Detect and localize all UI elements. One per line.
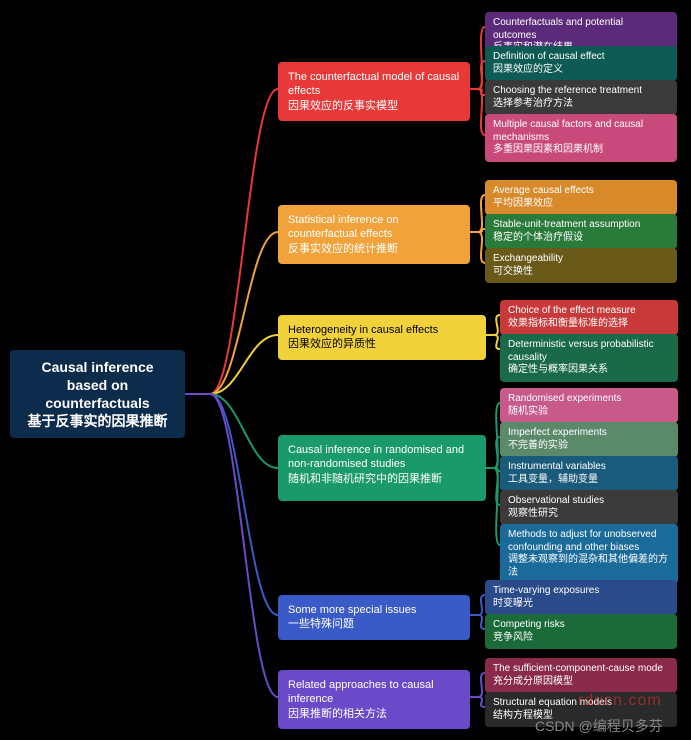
leaf-node[interactable]: Imperfect experiments不完善的实验 <box>500 422 678 457</box>
leaf-node[interactable]: Competing risks竞争风险 <box>485 614 677 649</box>
leaf-label-zh: 随机实验 <box>508 406 670 419</box>
leaf-label-en: Instrumental variables <box>508 461 670 474</box>
leaf-label-en: Definition of causal effect <box>493 51 669 64</box>
leaf-label-en: Choice of the effect measure <box>508 305 670 318</box>
branch-label-en: Heterogeneity in causal effects <box>288 323 476 337</box>
leaf-label-en: Choosing the reference treatment <box>493 85 669 98</box>
leaf-node[interactable]: Observational studies观察性研究 <box>500 490 678 525</box>
leaf-node[interactable]: Instrumental variables工具变量，辅助变量 <box>500 456 678 491</box>
leaf-label-zh: 工具变量，辅助变量 <box>508 474 670 487</box>
leaf-label-en: Competing risks <box>493 619 669 632</box>
branch-node-b5[interactable]: Some more special issues一些特殊问题 <box>278 595 470 640</box>
root-node[interactable]: Causal inference based on counterfactual… <box>10 350 185 438</box>
leaf-label-en: Average causal effects <box>493 185 669 198</box>
leaf-label-zh: 稳定的个体治疗假设 <box>493 232 669 245</box>
leaf-label-zh: 充分成分原因模型 <box>493 676 669 689</box>
leaf-label-en: Stable-unit-treatment assumption <box>493 219 669 232</box>
branch-label-en: Some more special issues <box>288 603 460 617</box>
branch-node-b2[interactable]: Statistical inference on counterfactual … <box>278 205 470 264</box>
leaf-label-en: Multiple causal factors and causal mecha… <box>493 119 669 144</box>
leaf-node[interactable]: Choosing the reference treatment选择参考治疗方法 <box>485 80 677 115</box>
leaf-node[interactable]: Choice of the effect measure效果指标和衡量标准的选择 <box>500 300 678 335</box>
leaf-label-en: Imperfect experiments <box>508 427 670 440</box>
leaf-node[interactable]: The sufficient-component-cause mode充分成分原… <box>485 658 677 693</box>
leaf-label-en: Deterministic versus probabilistic causa… <box>508 339 670 364</box>
branch-label-zh: 因果效应的异质性 <box>288 337 476 351</box>
branch-node-b1[interactable]: The counterfactual model of causal effec… <box>278 62 470 121</box>
leaf-label-en: Randomised experiments <box>508 393 670 406</box>
leaf-node[interactable]: Exchangeability可交换性 <box>485 248 677 283</box>
branch-node-b6[interactable]: Related approaches to causal inference因果… <box>278 670 470 729</box>
leaf-node[interactable]: Deterministic versus probabilistic causa… <box>500 334 678 382</box>
leaf-label-zh: 调整未观察到的混杂和其他偏差的方法 <box>508 554 670 579</box>
branch-label-zh: 因果效应的反事实模型 <box>288 99 460 113</box>
branch-label-zh: 随机和非随机研究中的因果推断 <box>288 472 476 486</box>
leaf-label-en: Observational studies <box>508 495 670 508</box>
branch-label-en: The counterfactual model of causal effec… <box>288 70 460 99</box>
leaf-node[interactable]: Definition of causal effect因果效应的定义 <box>485 46 677 81</box>
leaf-node[interactable]: Time-varying exposures时变曝光 <box>485 580 677 615</box>
leaf-label-zh: 效果指标和衡量标准的选择 <box>508 318 670 331</box>
leaf-label-zh: 时变曝光 <box>493 598 669 611</box>
branch-node-b4[interactable]: Causal inference in randomised and non-r… <box>278 435 486 501</box>
leaf-node[interactable]: Average causal effects平均因果效应 <box>485 180 677 215</box>
leaf-node[interactable]: Multiple causal factors and causal mecha… <box>485 114 677 162</box>
leaf-label-zh: 观察性研究 <box>508 508 670 521</box>
leaf-label-zh: 选择参考治疗方法 <box>493 98 669 111</box>
leaf-label-zh: 因果效应的定义 <box>493 64 669 77</box>
leaf-label-en: The sufficient-component-cause mode <box>493 663 669 676</box>
leaf-label-en: Time-varying exposures <box>493 585 669 598</box>
leaf-label-zh: 确定性与概率因果关系 <box>508 364 670 377</box>
root-label-en: Causal inference based on counterfactual… <box>24 358 171 413</box>
leaf-node[interactable]: Methods to adjust for unobserved confoun… <box>500 524 678 584</box>
leaf-label-zh: 多重因果因素和因果机制 <box>493 144 669 157</box>
branch-node-b3[interactable]: Heterogeneity in causal effects因果效应的异质性 <box>278 315 486 360</box>
leaf-label-en: Methods to adjust for unobserved confoun… <box>508 529 670 554</box>
leaf-label-zh: 平均因果效应 <box>493 198 669 211</box>
branch-label-en: Causal inference in randomised and non-r… <box>288 443 476 472</box>
leaf-label-en: Exchangeability <box>493 253 669 266</box>
leaf-label-en: Counterfactuals and potential outcomes <box>493 17 669 42</box>
watermark: CSDN @编程贝多芬 <box>535 716 663 736</box>
branch-label-zh: 一些特殊问题 <box>288 617 460 631</box>
leaf-node[interactable]: Randomised experiments随机实验 <box>500 388 678 423</box>
leaf-label-zh: 不完善的实验 <box>508 440 670 453</box>
branch-label-en: Related approaches to causal inference <box>288 678 460 707</box>
watermark: rducn.com <box>578 692 662 710</box>
leaf-node[interactable]: Stable-unit-treatment assumption稳定的个体治疗假… <box>485 214 677 249</box>
branch-label-zh: 因果推断的相关方法 <box>288 707 460 721</box>
leaf-label-zh: 竞争风险 <box>493 632 669 645</box>
branch-label-en: Statistical inference on counterfactual … <box>288 213 460 242</box>
leaf-label-zh: 可交换性 <box>493 266 669 279</box>
branch-label-zh: 反事实效应的统计推断 <box>288 242 460 256</box>
root-label-zh: 基于反事实的因果推断 <box>24 412 171 430</box>
